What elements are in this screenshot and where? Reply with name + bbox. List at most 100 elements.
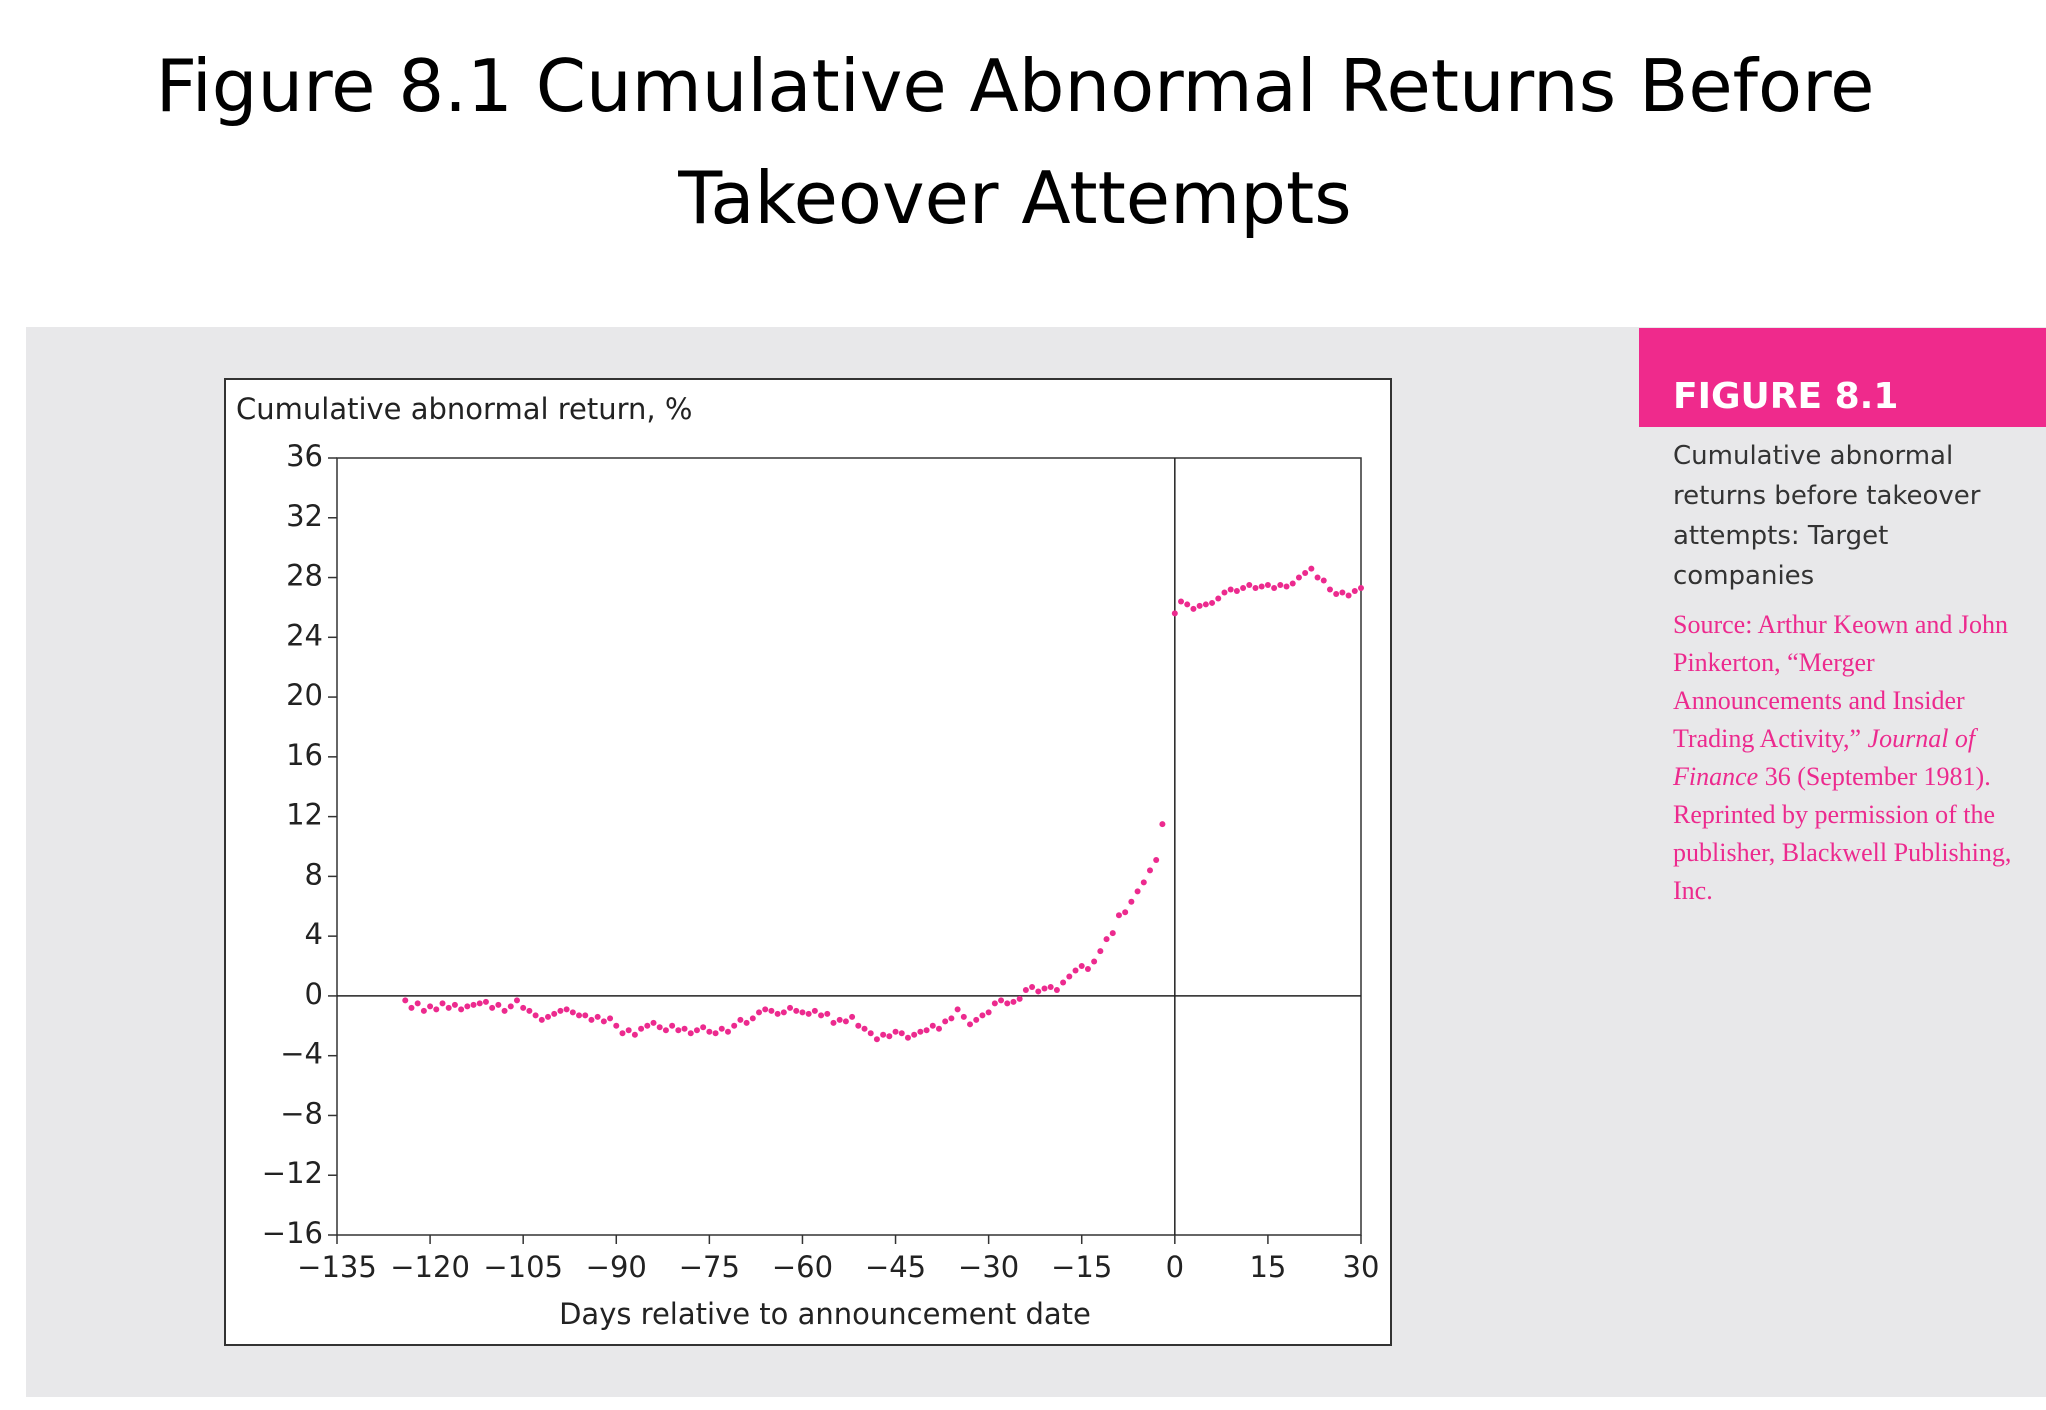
data-point	[631, 1031, 638, 1038]
y-tick-label: −12	[262, 1156, 323, 1190]
data-point	[1264, 582, 1271, 589]
y-tick-label: −8	[280, 1096, 323, 1130]
data-point	[1351, 587, 1358, 594]
data-point	[923, 1027, 930, 1034]
data-point	[1314, 574, 1321, 581]
data-point	[917, 1028, 924, 1035]
data-point	[1060, 979, 1067, 986]
data-point	[433, 1006, 440, 1013]
data-point	[1041, 985, 1048, 992]
data-point	[1295, 574, 1302, 581]
data-point	[588, 1016, 595, 1023]
data-point	[1289, 580, 1296, 587]
data-point	[1221, 589, 1228, 596]
figure-label-box: FIGURE 8.1	[1639, 328, 2046, 427]
data-point	[1326, 586, 1333, 593]
data-point	[1339, 589, 1346, 596]
data-point	[1171, 610, 1178, 617]
data-point	[1103, 936, 1110, 943]
data-point	[954, 1006, 961, 1013]
data-point	[607, 1015, 614, 1022]
x-tick-label: −120	[390, 1250, 470, 1284]
data-point	[1246, 582, 1253, 589]
x-tick-label: −15	[1051, 1250, 1112, 1284]
data-point	[886, 1033, 893, 1040]
data-point	[737, 1016, 744, 1023]
data-point	[551, 1010, 558, 1017]
source-journal: Journal of Finance	[1673, 724, 1976, 791]
data-point	[818, 1012, 825, 1019]
data-point	[793, 1007, 800, 1014]
data-point	[1320, 577, 1327, 584]
data-point	[1159, 821, 1166, 828]
data-point	[1233, 587, 1240, 594]
data-point	[861, 1025, 868, 1032]
figure-source: Source: Arthur Keown and John Pinkerton,…	[1673, 606, 2013, 910]
x-tick-label: −45	[865, 1250, 926, 1284]
data-point	[904, 1034, 911, 1041]
data-point	[1209, 599, 1216, 606]
data-point	[420, 1007, 427, 1014]
data-point	[1010, 998, 1017, 1005]
data-point	[445, 1004, 452, 1011]
y-tick-label: 0	[305, 977, 323, 1011]
data-point	[985, 1009, 992, 1016]
data-point	[1252, 584, 1259, 591]
data-point	[1358, 584, 1364, 591]
data-point	[644, 1022, 651, 1029]
data-point	[1240, 584, 1247, 591]
x-axis-label: Days relative to announcement date	[559, 1297, 1091, 1331]
data-point	[1109, 930, 1116, 937]
y-tick-label: −16	[262, 1216, 323, 1250]
data-point	[935, 1025, 942, 1032]
data-point	[662, 1027, 669, 1034]
data-point	[768, 1007, 775, 1014]
data-point	[582, 1012, 589, 1019]
data-point	[1029, 983, 1036, 990]
data-point	[867, 1030, 874, 1037]
data-point	[1022, 986, 1029, 993]
data-point	[1215, 595, 1222, 602]
data-point	[1202, 601, 1209, 608]
data-point	[1047, 983, 1054, 990]
data-point	[507, 1003, 514, 1010]
data-point	[1227, 586, 1234, 593]
data-point	[842, 1018, 849, 1025]
data-point	[1308, 565, 1315, 572]
data-point	[712, 1030, 719, 1037]
data-point	[799, 1009, 806, 1016]
data-point	[967, 1021, 974, 1028]
data-point	[427, 1003, 434, 1010]
data-point	[693, 1027, 700, 1034]
data-point	[1066, 973, 1073, 980]
data-point	[1153, 856, 1160, 863]
data-point	[526, 1007, 533, 1014]
data-point	[1190, 605, 1197, 612]
y-tick-label: 24	[286, 618, 323, 652]
data-point	[1258, 583, 1265, 590]
data-point	[1184, 601, 1191, 608]
data-point	[898, 1030, 905, 1037]
source-text: 36 (September 1981). Reprinted by permis…	[1673, 762, 2012, 905]
x-tick-label: −30	[958, 1250, 1019, 1284]
x-tick-label: 15	[1249, 1250, 1286, 1284]
chart-frame	[224, 378, 1392, 1346]
data-point	[929, 1022, 936, 1029]
data-point	[1097, 948, 1104, 955]
plot-frame	[336, 457, 1362, 1236]
data-point	[749, 1015, 756, 1022]
data-point	[855, 1022, 862, 1029]
data-point	[1091, 958, 1098, 965]
data-point	[979, 1012, 986, 1019]
data-point	[613, 1022, 620, 1029]
data-point	[1078, 963, 1085, 970]
x-tick-label: 30	[1343, 1250, 1380, 1284]
data-point	[576, 1012, 583, 1019]
data-point	[638, 1025, 645, 1032]
data-point	[824, 1010, 831, 1017]
data-point	[1146, 867, 1153, 874]
y-tick-label: 20	[286, 678, 323, 712]
data-point	[464, 1003, 471, 1010]
data-point	[563, 1006, 570, 1013]
